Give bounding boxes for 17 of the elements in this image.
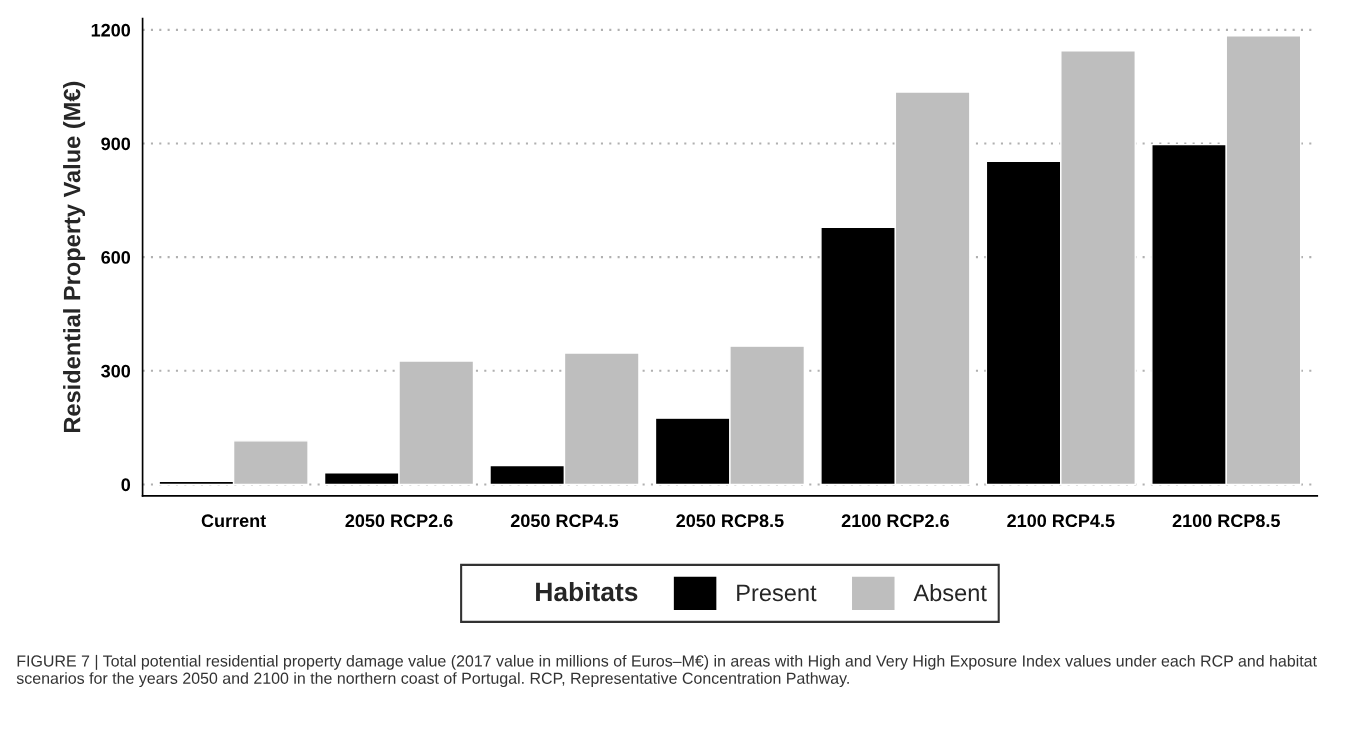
x-tick-label: 2050 RCP8.5 [676, 514, 784, 528]
x-tick-label: 2050 RCP2.6 [345, 514, 453, 528]
x-tick-label: Current [201, 514, 266, 528]
legend-label: Absent [913, 583, 987, 602]
x-tick-label: 2100 RCP4.5 [1007, 514, 1115, 528]
legend-title: Habitats [536, 581, 638, 602]
y-tick-label: 900 [101, 137, 131, 151]
y-axis-title: Residential Property Value (M€) [63, 81, 86, 433]
y-tick-label: 0 [121, 478, 131, 492]
legend-label: Present [737, 584, 817, 602]
y-tick-label: 1200 [91, 23, 131, 37]
y-tick-label: 600 [101, 251, 131, 264]
x-tick-label: 2100 RCP2.6 [841, 514, 949, 528]
caption: FIGURE 7 | Total potential residential property damage value (2017 value in millions of Euros–M€) in areas with High and Very High Exposure Index values under each RCP and habitat scenarios for the years 2050 and 2100 in the northern coast of Portugal. RCP, Representative Concentration Pathway. [16, 654, 1317, 688]
x-tick-label: 2100 RCP8.5 [1172, 514, 1280, 528]
x-tick-label: 2050 RCP4.5 [510, 514, 619, 528]
y-tick-label: 300 [101, 364, 131, 378]
